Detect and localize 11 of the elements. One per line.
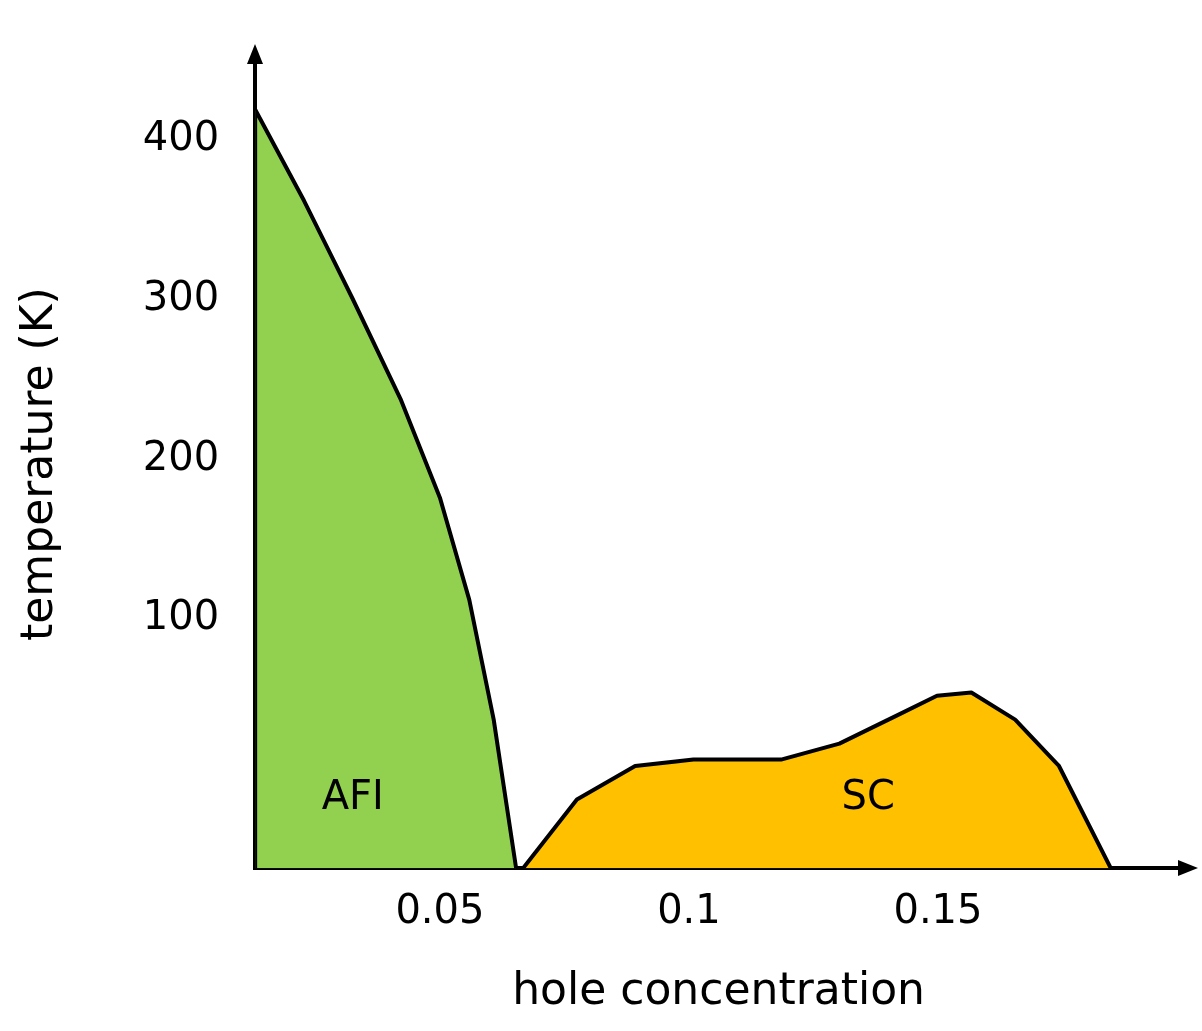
y-axis-title: temperature (K)	[10, 287, 62, 641]
y-tick-label: 100	[142, 592, 220, 639]
y-tick-label: 400	[142, 113, 220, 160]
x-axis-title: hole concentration	[512, 963, 925, 1015]
y-tick-label: 300	[142, 272, 220, 319]
x-tick-label: 0.15	[893, 885, 983, 932]
x-tick-label: 0.1	[657, 885, 721, 932]
y-tick-label: 200	[142, 432, 220, 479]
series-label: SC	[841, 771, 895, 818]
x-tick-label: 0.05	[395, 885, 485, 932]
series-label: AFI	[321, 771, 384, 818]
